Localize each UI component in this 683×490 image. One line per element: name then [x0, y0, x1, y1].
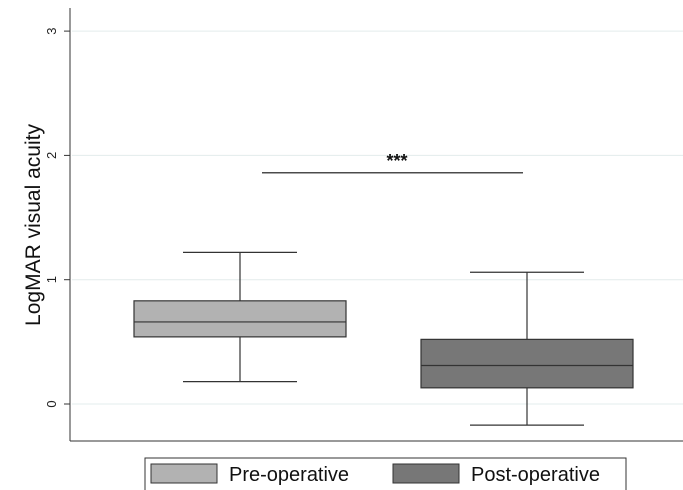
legend-label: Pre-operative — [229, 464, 349, 486]
legend-label: Post-operative — [471, 464, 600, 486]
y-tick-label: 1 — [44, 276, 59, 283]
box-post-operative — [420, 271, 634, 426]
y-axis-title: LogMAR visual acuity — [22, 124, 45, 326]
significance-annotation: *** — [262, 151, 523, 174]
boxes — [133, 251, 634, 426]
axes — [69, 8, 683, 442]
legend: Pre-operative Post-operative — [144, 457, 627, 490]
iqr-box — [420, 338, 634, 389]
y-ticks: 0 1 2 3 — [44, 27, 70, 408]
y-tick-label: 0 — [44, 400, 59, 407]
legend-frame — [144, 457, 627, 490]
iqr-box — [133, 300, 347, 338]
box-pre-operative — [133, 251, 347, 383]
significance-label: *** — [386, 151, 407, 171]
gridlines — [72, 30, 683, 405]
legend-swatch — [392, 463, 460, 484]
legend-swatch — [150, 463, 218, 484]
y-tick-label: 3 — [44, 27, 59, 34]
y-tick-label: 2 — [44, 152, 59, 159]
